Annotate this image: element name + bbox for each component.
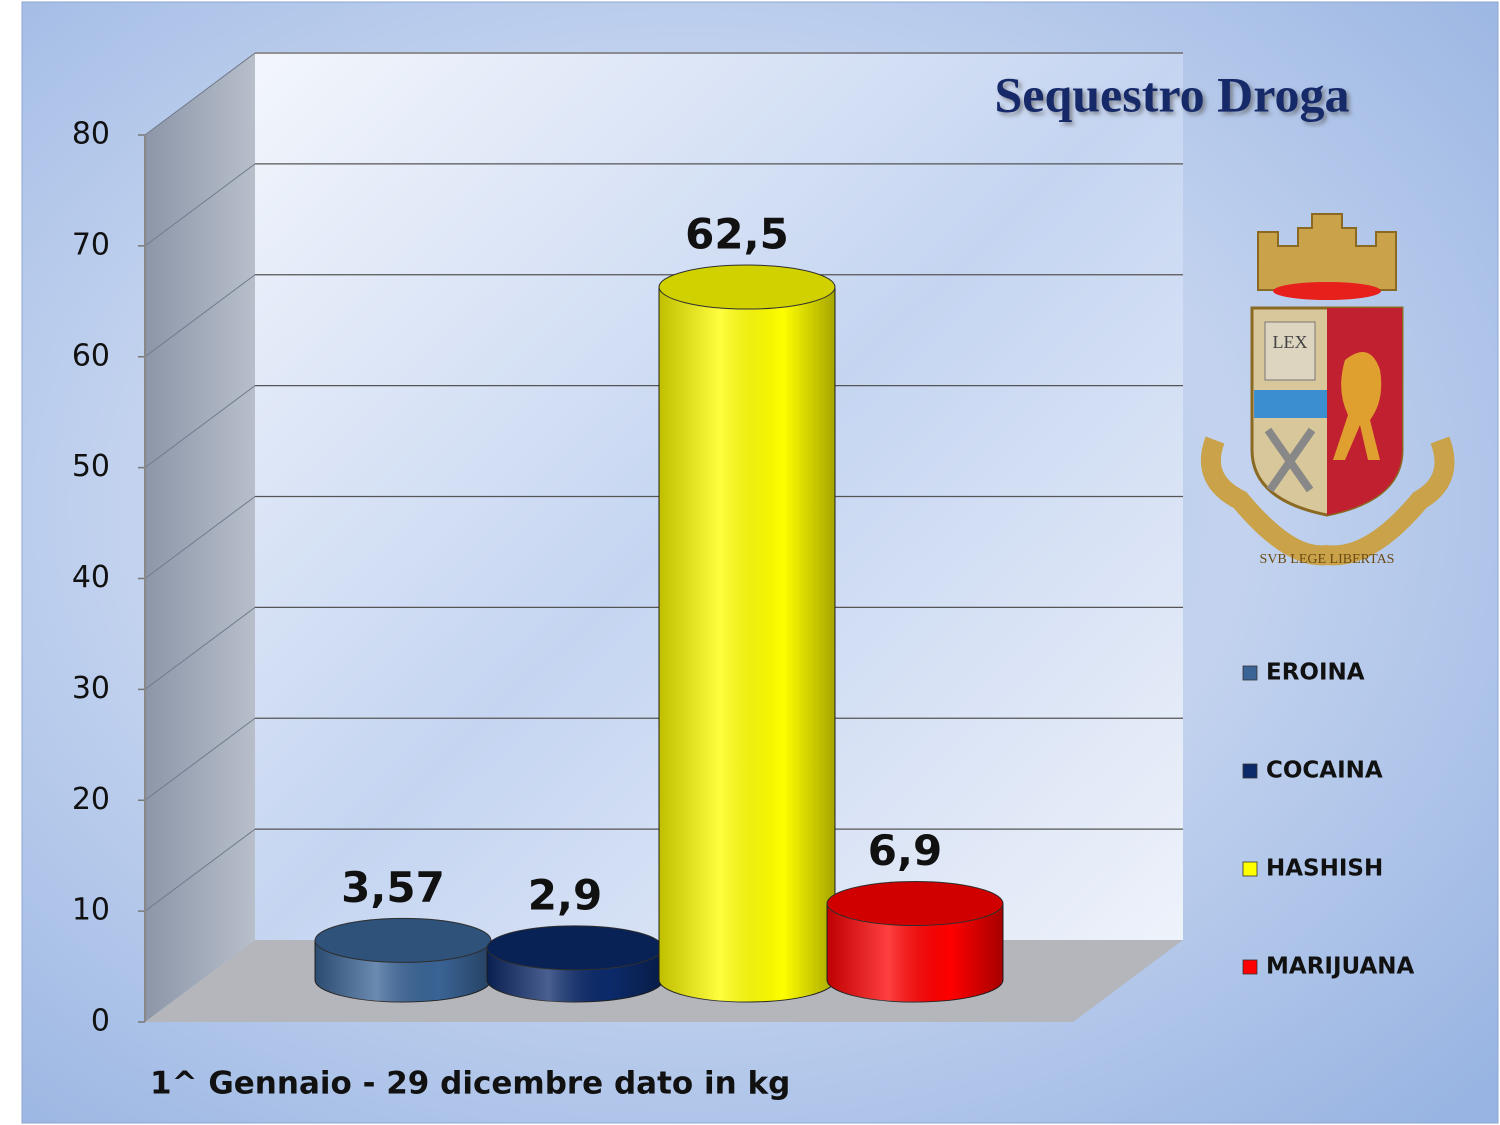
- bar-top-shading: [487, 925, 663, 970]
- ribbon: [1201, 436, 1455, 566]
- emblem: LEX SVB LEGE LIBERTAS: [1201, 213, 1455, 567]
- y-tick-label: 0: [91, 1004, 110, 1039]
- grid-line: [144, 717, 256, 801]
- y-tick-label: 60: [72, 338, 110, 373]
- legend-swatch: [1242, 861, 1258, 877]
- legend-swatch: [1242, 665, 1258, 681]
- legend-label: EROINA: [1266, 660, 1365, 686]
- bar-top-shading: [659, 265, 835, 310]
- y-tick-label: 70: [72, 227, 110, 262]
- bar-shading: [659, 287, 835, 1002]
- motto: SVB LEGE LIBERTAS: [1260, 552, 1395, 567]
- grid-line: [144, 274, 256, 358]
- value-label: 62,5: [685, 210, 789, 259]
- footnote: 1^ Gennaio - 29 dicembre dato in kg: [150, 1066, 790, 1102]
- y-tick-label: 10: [72, 893, 110, 928]
- torches: [1264, 427, 1316, 493]
- shield-band: [1254, 390, 1327, 418]
- legend-swatch: [1242, 959, 1258, 975]
- value-label: 3,57: [341, 863, 445, 912]
- y-tick-label: 30: [72, 671, 110, 706]
- bar-top-shading: [315, 918, 491, 963]
- lion: [1333, 352, 1382, 460]
- legend-swatch: [1242, 763, 1258, 779]
- legend-label: COCAINA: [1266, 758, 1383, 784]
- y-tick-label: 20: [72, 782, 110, 817]
- value-label: 2,9: [528, 870, 602, 919]
- bar-top: [658, 264, 836, 310]
- legend-label: MARIJUANA: [1266, 954, 1415, 980]
- bar-top: [826, 880, 1004, 926]
- grid-line: [144, 385, 256, 469]
- chart-title: Sequestro Droga: [994, 66, 1349, 122]
- grid-line: [144, 496, 256, 579]
- y-tick-label: 80: [72, 117, 110, 152]
- y-tick-label: 50: [72, 449, 110, 484]
- legend-label: HASHISH: [1266, 856, 1383, 882]
- crown-band: [1273, 282, 1381, 300]
- bar-top-shading: [827, 881, 1003, 926]
- grid-line: [144, 828, 256, 912]
- bar-top: [314, 917, 492, 963]
- book: [1264, 321, 1316, 381]
- y-tick-label: 40: [72, 560, 110, 595]
- crown: [1257, 213, 1397, 291]
- grid-line: [144, 163, 256, 247]
- book-text: LEX: [1273, 332, 1308, 352]
- value-label: 6,9: [868, 826, 942, 875]
- grid-line: [144, 52, 256, 136]
- bar-shading: [827, 903, 1003, 1002]
- grid-line: [144, 606, 256, 690]
